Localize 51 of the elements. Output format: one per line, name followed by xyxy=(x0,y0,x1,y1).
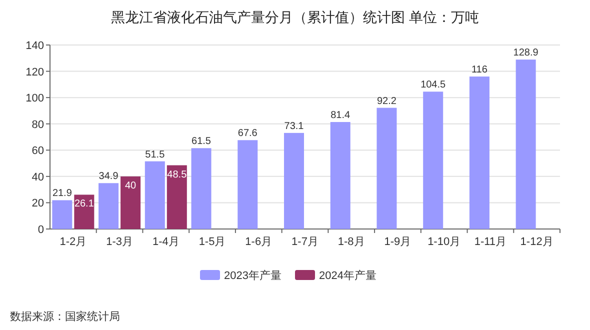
bar xyxy=(52,200,72,229)
data-label: 61.5 xyxy=(192,136,212,148)
x-tick-label: 1-2月 xyxy=(60,236,87,248)
x-tick-label: 1-7月 xyxy=(292,236,318,248)
x-tick-label: 1-11月 xyxy=(474,236,507,248)
bar xyxy=(516,60,536,229)
x-tick-label: 1-3月 xyxy=(106,236,133,248)
x-tick-label: 1-6月 xyxy=(245,236,272,248)
y-tick-label: 60 xyxy=(32,145,44,158)
data-label: 34.9 xyxy=(98,171,119,182)
data-label: 92.2 xyxy=(376,96,397,107)
x-tick-label: 1-12月 xyxy=(520,236,554,248)
chart-title: 黑龙江省液化石油气产量分月（累计值）统计图 单位：万吨 xyxy=(111,9,479,25)
y-tick-label: 120 xyxy=(26,66,44,78)
legend-label: 2024年产量 xyxy=(319,269,376,282)
y-tick-label: 80 xyxy=(32,118,44,131)
data-label: 51.5 xyxy=(145,149,166,160)
data-label: 73.1 xyxy=(284,120,304,132)
data-label: 21.9 xyxy=(52,188,72,200)
x-tick-label: 1-9月 xyxy=(384,236,412,248)
source-note: 数据来源：国家统计局 xyxy=(10,310,120,323)
bar xyxy=(166,165,187,229)
bar xyxy=(74,194,94,229)
bar xyxy=(469,76,490,229)
bar xyxy=(98,183,119,229)
data-label: 81.4 xyxy=(330,110,351,122)
data-label: 104.5 xyxy=(420,80,446,91)
bar xyxy=(144,161,165,229)
bar xyxy=(376,108,397,229)
x-tick-label: 1-10月 xyxy=(428,236,461,248)
y-tick-label: 0 xyxy=(38,224,44,236)
legend-label: 2023年产量 xyxy=(224,269,282,282)
x-tick-label: 1-4月 xyxy=(152,236,180,248)
data-label: 40 xyxy=(124,180,137,192)
bar xyxy=(238,140,258,229)
bar xyxy=(423,92,444,229)
y-tick-label: 140 xyxy=(26,40,44,52)
data-label: 128.9 xyxy=(513,48,539,59)
data-label: 48.5 xyxy=(167,169,188,180)
data-label: 67.6 xyxy=(238,128,258,140)
bar xyxy=(284,132,304,229)
bar xyxy=(330,122,350,229)
x-tick-label: 1-5月 xyxy=(198,236,226,248)
y-tick-label: 100 xyxy=(26,92,44,105)
data-label: 116 xyxy=(471,64,488,76)
x-tick-label: 1-8月 xyxy=(338,236,365,248)
y-tick-label: 20 xyxy=(32,198,44,210)
bar xyxy=(191,148,212,229)
bar xyxy=(120,176,141,229)
y-tick-label: 40 xyxy=(32,171,44,184)
data-label: 26.1 xyxy=(74,198,94,210)
